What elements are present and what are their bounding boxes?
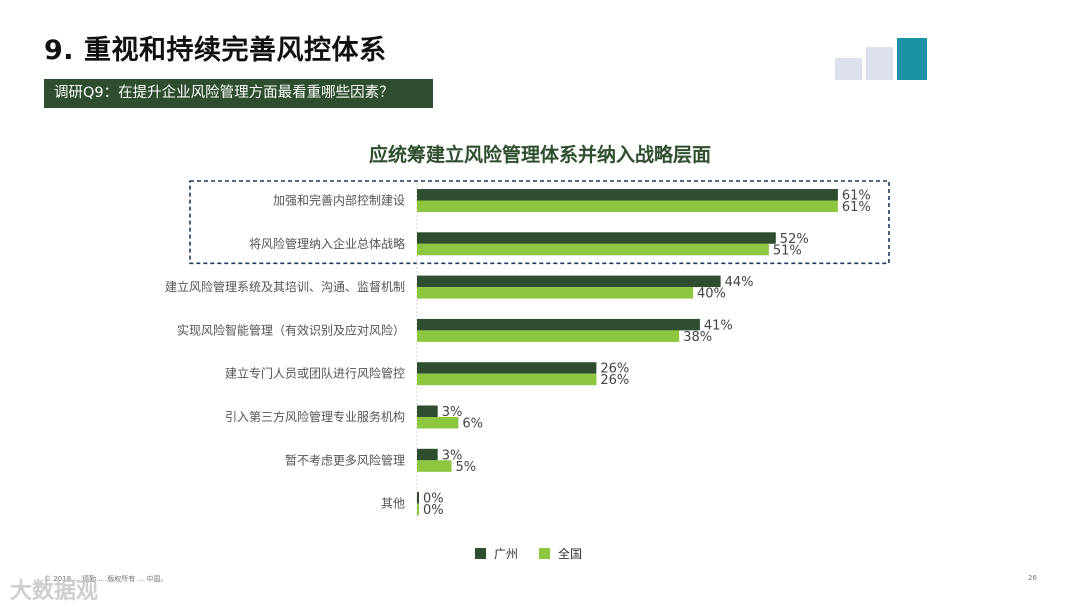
data-label: 0% <box>423 492 444 507</box>
deloitte-logo-icon <box>835 38 927 80</box>
data-label: 26% <box>600 373 629 388</box>
bar-national <box>417 287 693 299</box>
legend-item-national: 全国 <box>539 545 582 562</box>
data-label: 51% <box>773 243 802 258</box>
data-label: 61% <box>842 189 871 204</box>
bar-guangzhou <box>417 492 419 504</box>
data-label: 5% <box>456 460 477 475</box>
data-label: 38% <box>683 330 712 345</box>
data-label: 40% <box>697 287 726 302</box>
data-label: 6% <box>462 417 483 432</box>
chart-title: 应统筹建立风险管理体系并纳入战略层面 <box>368 144 711 166</box>
legend-item-guangzhou: 广州 <box>475 545 518 562</box>
category-label: 将风险管理纳入企业总体战略 <box>249 236 405 251</box>
category-label: 加强和完善内部控制建设 <box>273 193 405 208</box>
bar-national <box>417 200 838 212</box>
page-number: 26 <box>1028 574 1037 582</box>
legend-swatch-guangzhou <box>475 548 486 559</box>
question-banner: 调研Q9：在提升企业风险管理方面最看重哪些因素？ <box>44 79 433 108</box>
category-label: 引入第三方风险管理专业服务机构 <box>225 409 405 424</box>
bar-guangzhou <box>417 405 438 417</box>
bar-guangzhou <box>417 189 838 201</box>
bar-national <box>417 460 452 472</box>
category-label: 建立专门人员或团队进行风险管控 <box>225 366 405 381</box>
data-label: 44% <box>725 275 754 290</box>
bar-national <box>417 330 680 342</box>
legend-swatch-national <box>539 548 550 559</box>
category-label: 实现风险智能管理（有效识别及应对风险） <box>177 322 405 337</box>
data-label: 3% <box>442 448 463 463</box>
watermark: 大数据观 <box>10 579 99 604</box>
legend-label-guangzhou: 广州 <box>494 547 519 561</box>
bar-guangzhou <box>417 318 700 331</box>
bar-national <box>417 373 597 386</box>
footer-copyright: © 2018 ... 德勤 ... 版权所有 ... 中国。 <box>44 575 168 583</box>
data-label: 26% <box>600 362 629 377</box>
data-label: 41% <box>704 318 733 333</box>
data-label: 61% <box>842 200 871 215</box>
data-label: 0% <box>423 503 444 518</box>
bar-guangzhou <box>417 275 721 288</box>
category-label: 暂不考虑更多风险管理 <box>285 452 405 467</box>
data-label: 3% <box>442 405 463 420</box>
highlight-box <box>189 180 890 265</box>
bar-guangzhou <box>417 448 438 461</box>
bar-national <box>417 503 419 516</box>
data-label: 52% <box>780 232 809 247</box>
page-title: 9. 重视和持续完善风控体系 <box>44 35 387 66</box>
bar-national <box>417 417 459 429</box>
bar-national <box>417 243 769 256</box>
category-label: 建立风险管理系统及其培训、沟通、监督机制 <box>165 279 405 294</box>
bar-guangzhou <box>417 362 597 374</box>
bar-chart: 加强和完善内部控制建设 61%61% 将风险管理纳入企业总体战略 52%51% 建立风险… <box>165 180 890 520</box>
legend-label-national: 全国 <box>558 547 583 561</box>
category-label: 其他 <box>381 497 405 511</box>
bar-guangzhou <box>417 232 776 244</box>
